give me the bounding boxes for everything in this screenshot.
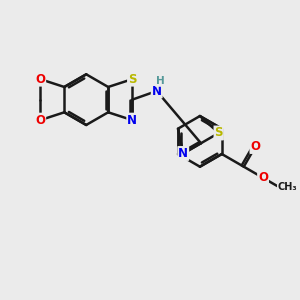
Text: H: H [156, 76, 164, 86]
Text: O: O [35, 73, 45, 86]
Text: S: S [128, 73, 136, 86]
Text: O: O [250, 140, 260, 153]
Text: N: N [127, 114, 137, 127]
Text: N: N [178, 147, 188, 160]
Text: O: O [35, 114, 45, 127]
Text: O: O [258, 171, 268, 184]
Text: S: S [214, 127, 223, 140]
Text: N: N [152, 85, 162, 98]
Text: CH₃: CH₃ [278, 182, 297, 192]
